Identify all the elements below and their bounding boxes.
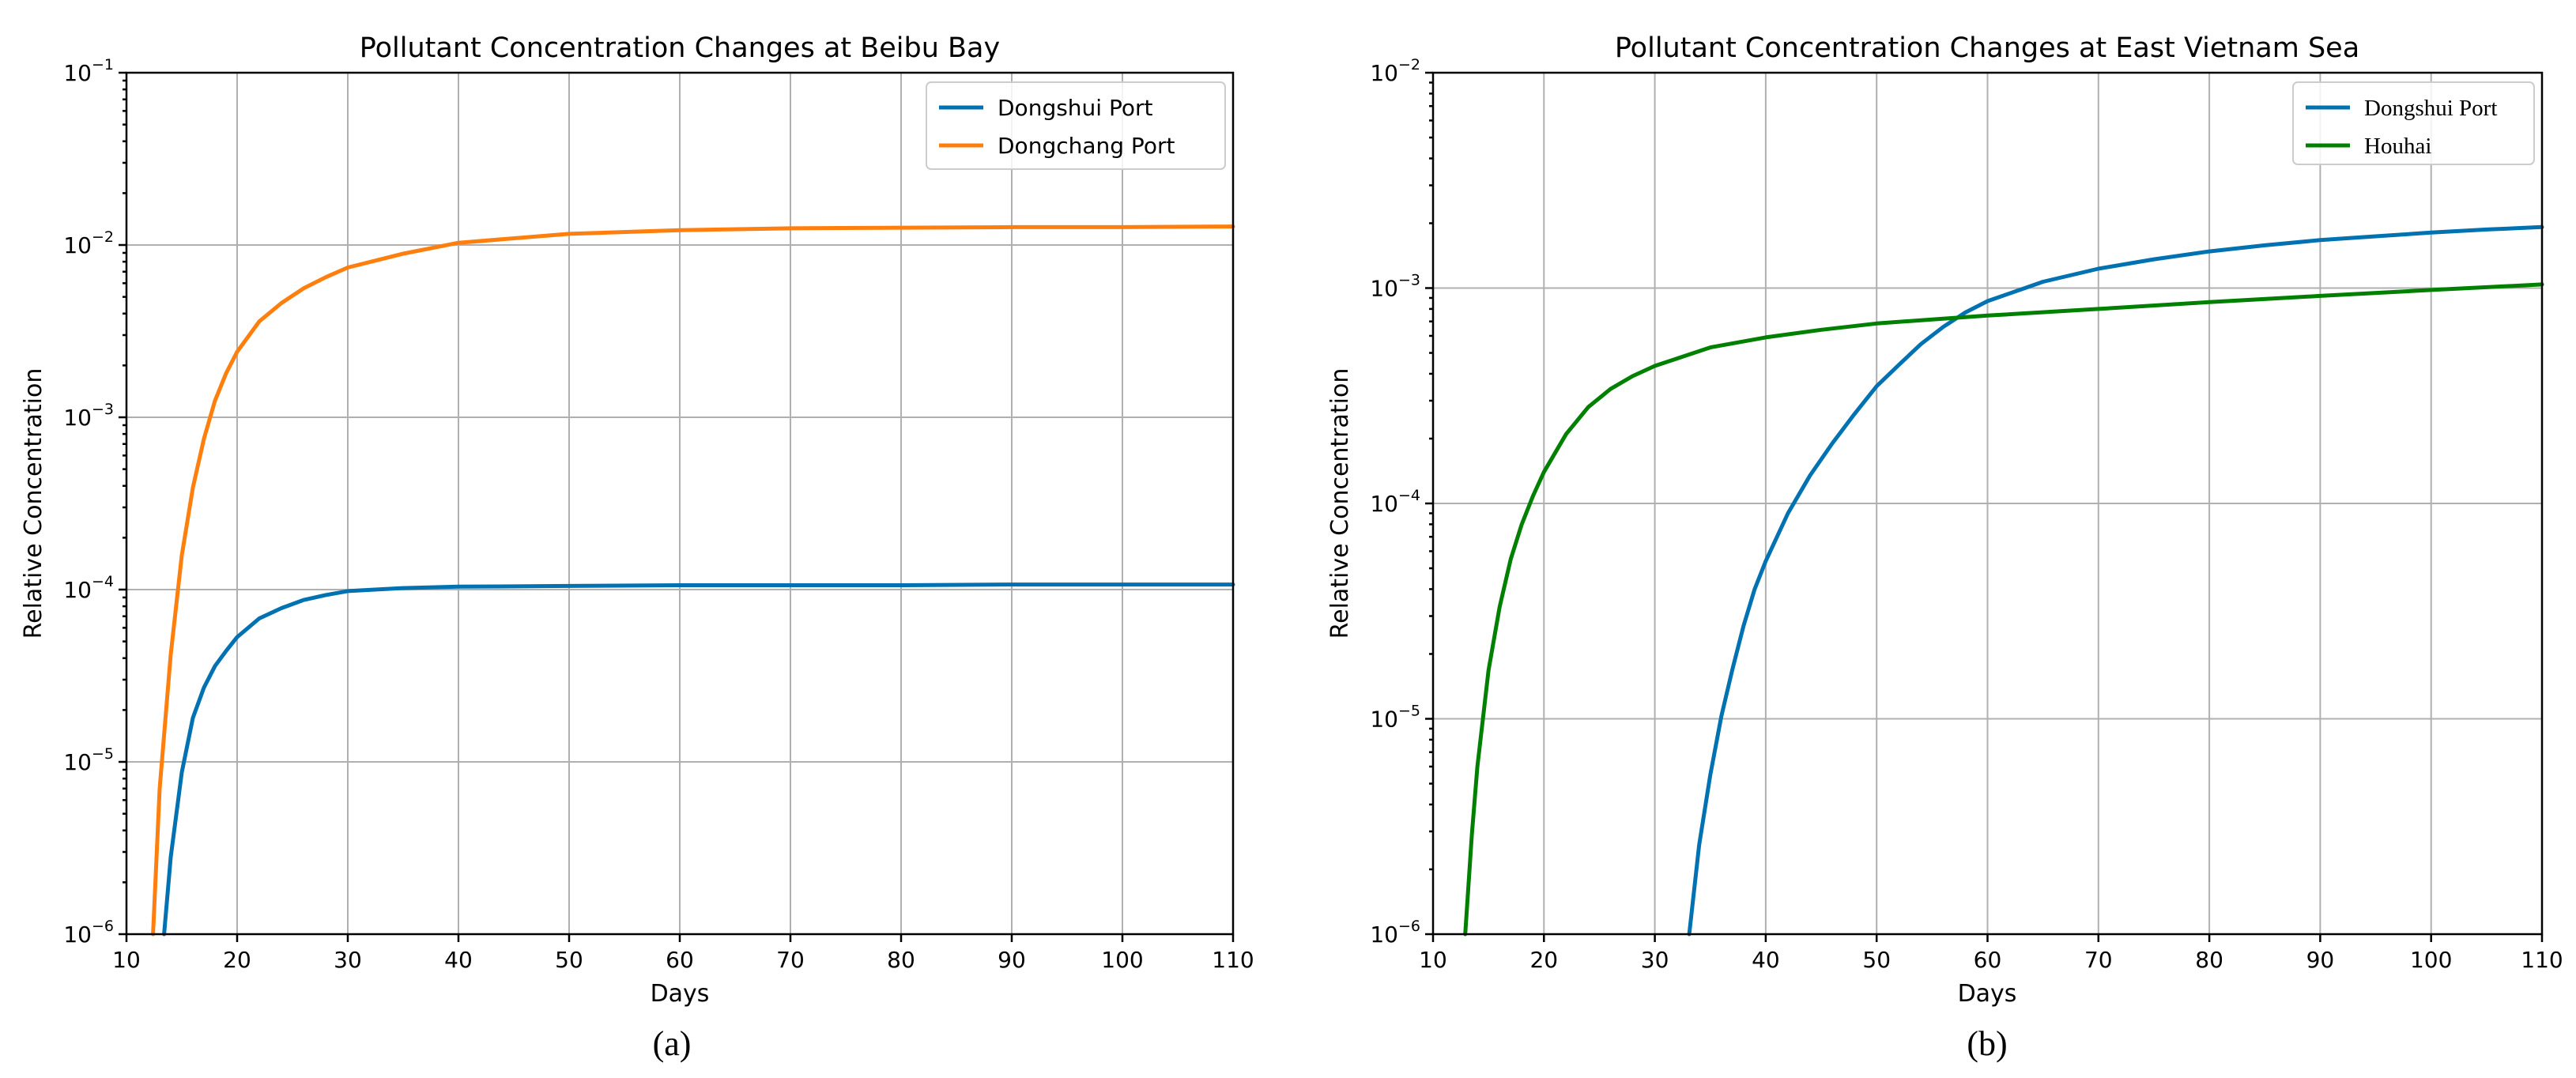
legend-label: Dongshui Port: [2364, 96, 2497, 121]
x-tick-label: 30: [1641, 947, 1669, 973]
y-tick-label: 10−6: [1370, 918, 1420, 948]
x-tick-label: 90: [2306, 947, 2335, 973]
legend-box: [926, 81, 1226, 170]
x-tick-label: 40: [444, 947, 473, 973]
x-tick-label: 110: [1212, 947, 1254, 973]
y-tick-label: 10−1: [63, 56, 114, 86]
series-line-houhai: [1463, 282, 2544, 937]
chart-panel-b: Pollutant Concentration Changes at East …: [1326, 32, 2563, 1063]
x-axis-label: Days: [1958, 980, 2017, 1008]
panel-caption: (b): [1967, 1024, 2007, 1063]
y-tick-label: 10−6: [63, 918, 114, 948]
y-tick-label: 10−2: [63, 228, 114, 258]
y-axis-label: Relative Concentration: [1326, 368, 1354, 639]
x-tick-label: 40: [1752, 947, 1780, 973]
panel-caption: (a): [653, 1024, 692, 1063]
x-tick-label: 10: [1419, 947, 1447, 973]
series-layer: [151, 224, 1235, 937]
x-axis-label: Days: [651, 980, 710, 1008]
chart-panel-a: Pollutant Concentration Changes at Beibu…: [20, 32, 1254, 1063]
y-axis-label: Relative Concentration: [20, 368, 47, 639]
legend-label: Dongchang Port: [998, 133, 1175, 159]
legend: Dongshui Port Houhai: [2292, 81, 2535, 165]
x-tick-label: 100: [1101, 947, 1143, 973]
y-tick-label: 10−4: [1370, 487, 1420, 517]
series-line-dongshui-port: [162, 582, 1235, 937]
y-tick-label: 10−3: [1370, 272, 1420, 302]
x-tick-label: 100: [2410, 947, 2452, 973]
legend: Dongshui Port Dongchang Port: [926, 81, 1226, 170]
series-layer: [1463, 224, 2544, 937]
x-tick-label: 20: [1529, 947, 1558, 973]
y-tick-label: 10−2: [1370, 56, 1420, 86]
x-tick-label: 50: [1862, 947, 1891, 973]
y-tick-label: 10−5: [1370, 703, 1420, 733]
x-tick-label: 20: [223, 947, 251, 973]
chart-title: Pollutant Concentration Changes at Beibu…: [360, 32, 1000, 64]
x-tick-label: 60: [1974, 947, 2002, 973]
series-line-dongchang-port: [151, 224, 1235, 937]
series-line-dongshui-port: [1687, 224, 2544, 937]
gridlines: [126, 72, 1234, 935]
x-tick-label: 80: [2195, 947, 2223, 973]
y-tick-label: 10−5: [63, 745, 114, 775]
x-tick-label: 30: [334, 947, 362, 973]
x-tick-label: 70: [776, 947, 805, 973]
legend-label: Dongshui Port: [998, 95, 1153, 121]
x-tick-label: 10: [112, 947, 141, 973]
y-tick-label: 10−4: [63, 573, 114, 603]
chart-title: Pollutant Concentration Changes at East …: [1615, 32, 2359, 64]
x-tick-label: 110: [2521, 947, 2563, 973]
ticks: 10 20 30 40 50 60 70 80 90 100 110 10−6 10−5 10−4 10−3…: [63, 56, 1254, 973]
legend-box: [2292, 81, 2535, 165]
y-tick-label: 10−3: [63, 401, 114, 431]
x-tick-label: 60: [666, 947, 694, 973]
gridlines: [1432, 72, 2543, 935]
ticks: 10 20 30 40 50 60 70 80 90 100 110 10−6 10−5 10−4 10−3…: [1370, 56, 2563, 973]
x-tick-label: 70: [2084, 947, 2113, 973]
legend-label: Houhai: [2364, 134, 2431, 159]
x-tick-label: 80: [887, 947, 915, 973]
x-tick-label: 50: [555, 947, 583, 973]
x-tick-label: 90: [998, 947, 1026, 973]
